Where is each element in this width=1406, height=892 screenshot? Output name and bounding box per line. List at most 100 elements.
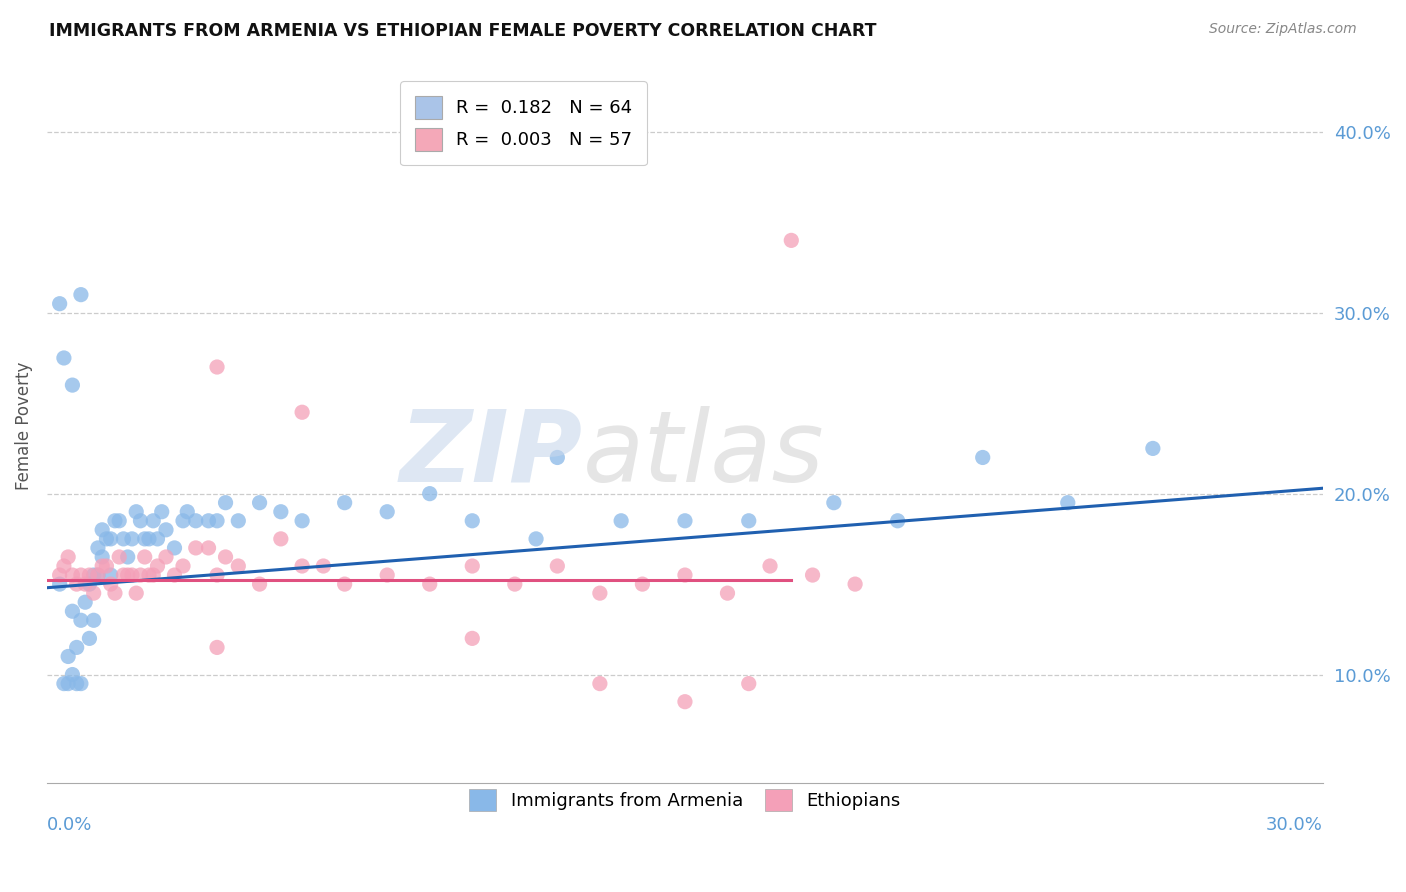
Point bbox=[163, 541, 186, 555]
Point bbox=[205, 568, 228, 582]
Point bbox=[823, 496, 845, 510]
Point bbox=[197, 541, 219, 555]
Point bbox=[146, 559, 169, 574]
Point bbox=[214, 549, 236, 564]
Point bbox=[205, 640, 228, 655]
Point bbox=[56, 549, 79, 564]
Text: Source: ZipAtlas.com: Source: ZipAtlas.com bbox=[1209, 22, 1357, 37]
Point bbox=[142, 568, 165, 582]
Point bbox=[524, 532, 547, 546]
Point bbox=[291, 405, 314, 419]
Point bbox=[79, 577, 101, 591]
Point bbox=[546, 450, 568, 465]
Point bbox=[62, 604, 84, 618]
Point bbox=[163, 568, 186, 582]
Point bbox=[62, 667, 84, 681]
Point bbox=[138, 568, 160, 582]
Point bbox=[75, 595, 97, 609]
Point bbox=[155, 523, 177, 537]
Point bbox=[312, 559, 335, 574]
Point bbox=[83, 568, 105, 582]
Point bbox=[56, 649, 79, 664]
Point bbox=[91, 559, 114, 574]
Legend: Immigrants from Armenia, Ethiopians: Immigrants from Armenia, Ethiopians bbox=[457, 777, 914, 824]
Point bbox=[104, 586, 127, 600]
Point bbox=[100, 532, 122, 546]
Point bbox=[546, 559, 568, 574]
Point bbox=[419, 486, 441, 500]
Point bbox=[75, 577, 97, 591]
Point bbox=[117, 549, 139, 564]
Point bbox=[91, 549, 114, 564]
Point bbox=[48, 577, 70, 591]
Point bbox=[91, 523, 114, 537]
Point bbox=[100, 577, 122, 591]
Point bbox=[79, 632, 101, 646]
Point bbox=[70, 676, 93, 690]
Point bbox=[589, 676, 612, 690]
Point bbox=[117, 568, 139, 582]
Point bbox=[738, 676, 761, 690]
Point bbox=[184, 541, 207, 555]
Point bbox=[1056, 496, 1078, 510]
Point bbox=[375, 568, 398, 582]
Point bbox=[112, 568, 135, 582]
Point bbox=[70, 613, 93, 627]
Point bbox=[87, 568, 110, 582]
Point bbox=[205, 359, 228, 374]
Point bbox=[48, 568, 70, 582]
Point bbox=[291, 514, 314, 528]
Point bbox=[52, 676, 75, 690]
Point bbox=[87, 541, 110, 555]
Point bbox=[52, 351, 75, 365]
Point bbox=[70, 287, 93, 301]
Point bbox=[56, 676, 79, 690]
Point bbox=[610, 514, 633, 528]
Point bbox=[70, 568, 93, 582]
Point bbox=[589, 586, 612, 600]
Point bbox=[214, 496, 236, 510]
Point bbox=[716, 586, 738, 600]
Point bbox=[66, 577, 89, 591]
Point bbox=[886, 514, 908, 528]
Point bbox=[503, 577, 526, 591]
Point bbox=[738, 514, 761, 528]
Point bbox=[104, 514, 127, 528]
Point bbox=[121, 568, 143, 582]
Point bbox=[631, 577, 654, 591]
Text: atlas: atlas bbox=[583, 406, 824, 503]
Point bbox=[79, 568, 101, 582]
Point bbox=[66, 676, 89, 690]
Text: 30.0%: 30.0% bbox=[1267, 815, 1323, 834]
Point bbox=[673, 514, 696, 528]
Point bbox=[375, 505, 398, 519]
Text: 0.0%: 0.0% bbox=[46, 815, 93, 834]
Point bbox=[176, 505, 198, 519]
Point bbox=[121, 532, 143, 546]
Point bbox=[1142, 442, 1164, 456]
Point bbox=[62, 378, 84, 392]
Point bbox=[419, 577, 441, 591]
Point bbox=[83, 586, 105, 600]
Point bbox=[461, 559, 484, 574]
Point bbox=[333, 577, 356, 591]
Point bbox=[226, 559, 249, 574]
Point bbox=[844, 577, 866, 591]
Point bbox=[112, 532, 135, 546]
Y-axis label: Female Poverty: Female Poverty bbox=[15, 361, 32, 490]
Point bbox=[87, 568, 110, 582]
Point bbox=[673, 695, 696, 709]
Point bbox=[52, 559, 75, 574]
Point bbox=[270, 505, 292, 519]
Point bbox=[146, 532, 169, 546]
Point bbox=[134, 549, 156, 564]
Point bbox=[96, 559, 118, 574]
Point bbox=[291, 559, 314, 574]
Point bbox=[197, 514, 219, 528]
Point bbox=[333, 496, 356, 510]
Point bbox=[100, 568, 122, 582]
Text: ZIP: ZIP bbox=[399, 406, 583, 503]
Point bbox=[226, 514, 249, 528]
Point bbox=[972, 450, 994, 465]
Point bbox=[184, 514, 207, 528]
